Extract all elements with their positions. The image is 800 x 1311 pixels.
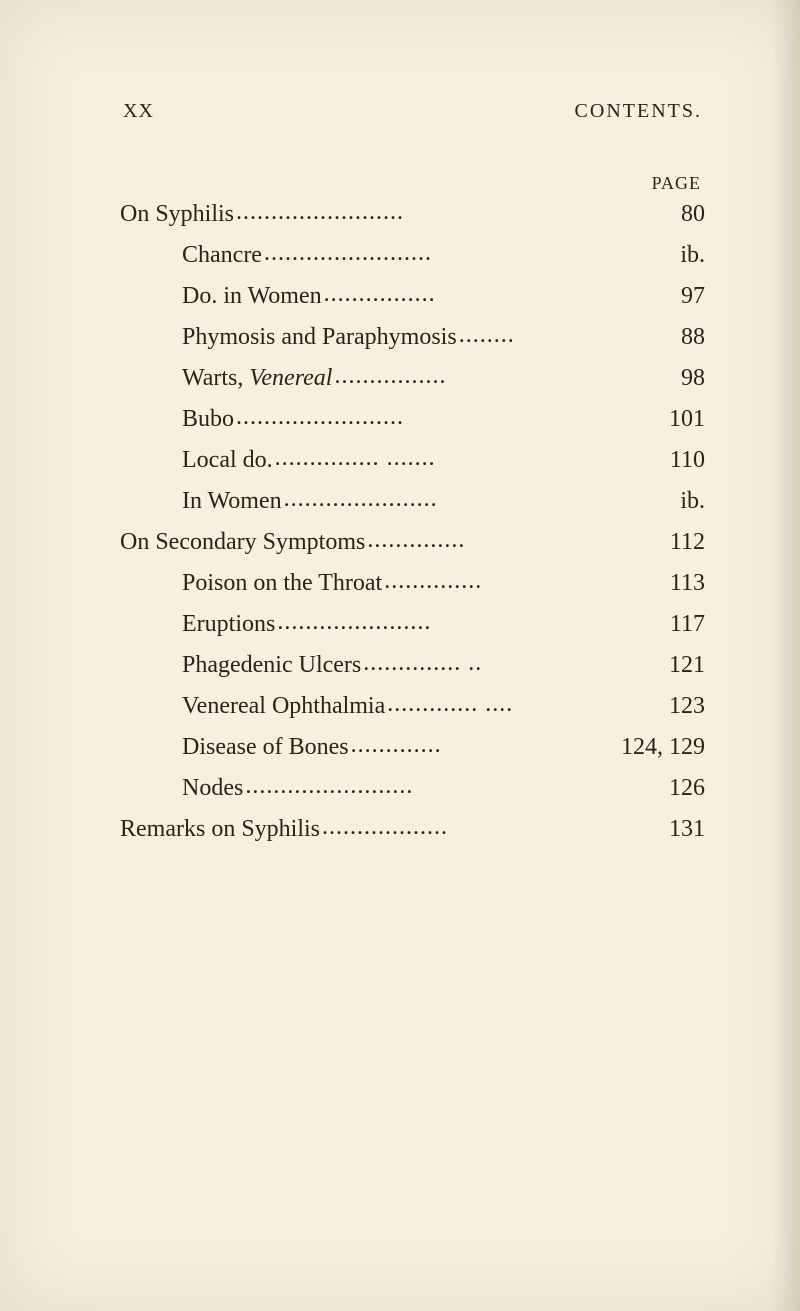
toc-entry-page: 123: [659, 694, 705, 718]
toc-entry-label: Venereal Ophthalmia: [182, 694, 385, 718]
toc-leader-dots: ........................: [236, 405, 657, 429]
toc-entry: Nodes ........................126: [120, 776, 705, 800]
toc-entry: Local do................ .......110: [120, 448, 705, 472]
toc-entry-page: 113: [659, 571, 705, 595]
toc-entry-page: ib.: [659, 489, 705, 513]
toc-entry-label: Phagedenic Ulcers: [182, 653, 361, 677]
toc-entry: Disease of Bones.............124, 129: [120, 735, 705, 759]
toc-entry-page: 101: [659, 407, 705, 431]
toc-entry-page: 131: [659, 817, 705, 841]
toc-leader-dots: ........................: [264, 241, 657, 265]
toc-leader-dots: ................: [324, 282, 657, 306]
page-number-roman: XX: [123, 100, 154, 123]
toc-leader-dots: ............... .......: [275, 446, 657, 470]
toc-entry: Do. in Women ................97: [120, 284, 705, 308]
toc-entry: Poison on the Throat ..............113: [120, 571, 705, 595]
toc-entry: Venereal Ophthalmia............. ....123: [120, 694, 705, 718]
toc-entry-label: Remarks on Syphilis: [120, 817, 320, 841]
toc-entry: Remarks on Syphilis ..................13…: [120, 817, 705, 841]
table-of-contents: On Syphilis........................80Cha…: [120, 202, 705, 841]
toc-entry-page: 112: [659, 530, 705, 554]
toc-entry-page: 121: [659, 653, 705, 677]
toc-entry-page: 126: [659, 776, 705, 800]
toc-leader-dots: ................: [334, 364, 657, 388]
page-edge-shadow: [772, 0, 800, 1311]
section-title: CONTENTS.: [575, 100, 702, 123]
toc-entry-page: 80: [659, 202, 705, 226]
toc-entry: Phagedenic Ulcers .............. ..121: [120, 653, 705, 677]
toc-leader-dots: ..............: [367, 528, 657, 552]
toc-leader-dots: ............. ....: [387, 692, 657, 716]
toc-entry-label: Bubo: [182, 407, 234, 431]
toc-entry: Warts, Venereal ................98: [120, 366, 705, 390]
toc-leader-dots: ..................: [322, 815, 657, 839]
toc-entry: Eruptions ......................117: [120, 612, 705, 636]
toc-leader-dots: ......................: [277, 610, 657, 634]
toc-entry-page: 110: [659, 448, 705, 472]
toc-entry: In Women......................ib.: [120, 489, 705, 513]
page-container: XX CONTENTS. PAGE On Syphilis...........…: [0, 0, 800, 918]
toc-entry-label: On Syphilis: [120, 202, 234, 226]
toc-leader-dots: ........: [459, 323, 657, 347]
toc-entry-page: 98: [659, 366, 705, 390]
page-header: XX CONTENTS.: [120, 100, 705, 123]
toc-entry: Phymosis and Paraphymosis ........88: [120, 325, 705, 349]
toc-entry-label: Disease of Bones: [182, 735, 349, 759]
toc-entry-label: Do. in Women: [182, 284, 322, 308]
toc-entry: Bubo ........................101: [120, 407, 705, 431]
page-column-label: PAGE: [120, 173, 705, 194]
toc-leader-dots: .............. ..: [363, 651, 657, 675]
toc-entry-label: On Secondary Symptoms: [120, 530, 365, 554]
toc-leader-dots: ........................: [236, 200, 657, 224]
toc-leader-dots: ..............: [384, 569, 657, 593]
toc-entry-label: In Women: [182, 489, 282, 513]
toc-entry-label: Chancre: [182, 243, 262, 267]
toc-entry-label: Eruptions: [182, 612, 275, 636]
toc-entry-label: Nodes: [182, 776, 243, 800]
toc-entry-page: 88: [659, 325, 705, 349]
toc-entry-label: Warts, Venereal: [182, 366, 332, 390]
toc-leader-dots: ......................: [284, 487, 657, 511]
toc-entry: Chancre ........................ib.: [120, 243, 705, 267]
toc-entry-page: ib.: [659, 243, 705, 267]
toc-leader-dots: .............: [351, 733, 619, 757]
toc-entry-page: 124, 129: [621, 735, 705, 759]
toc-entry-label: Phymosis and Paraphymosis: [182, 325, 457, 349]
toc-entry-label: Local do.: [182, 448, 273, 472]
toc-entry: On Secondary Symptoms ..............112: [120, 530, 705, 554]
toc-leader-dots: ........................: [245, 774, 657, 798]
toc-entry-label: Poison on the Throat: [182, 571, 382, 595]
toc-entry-page: 117: [659, 612, 705, 636]
toc-entry-page: 97: [659, 284, 705, 308]
toc-entry: On Syphilis........................80: [120, 202, 705, 226]
